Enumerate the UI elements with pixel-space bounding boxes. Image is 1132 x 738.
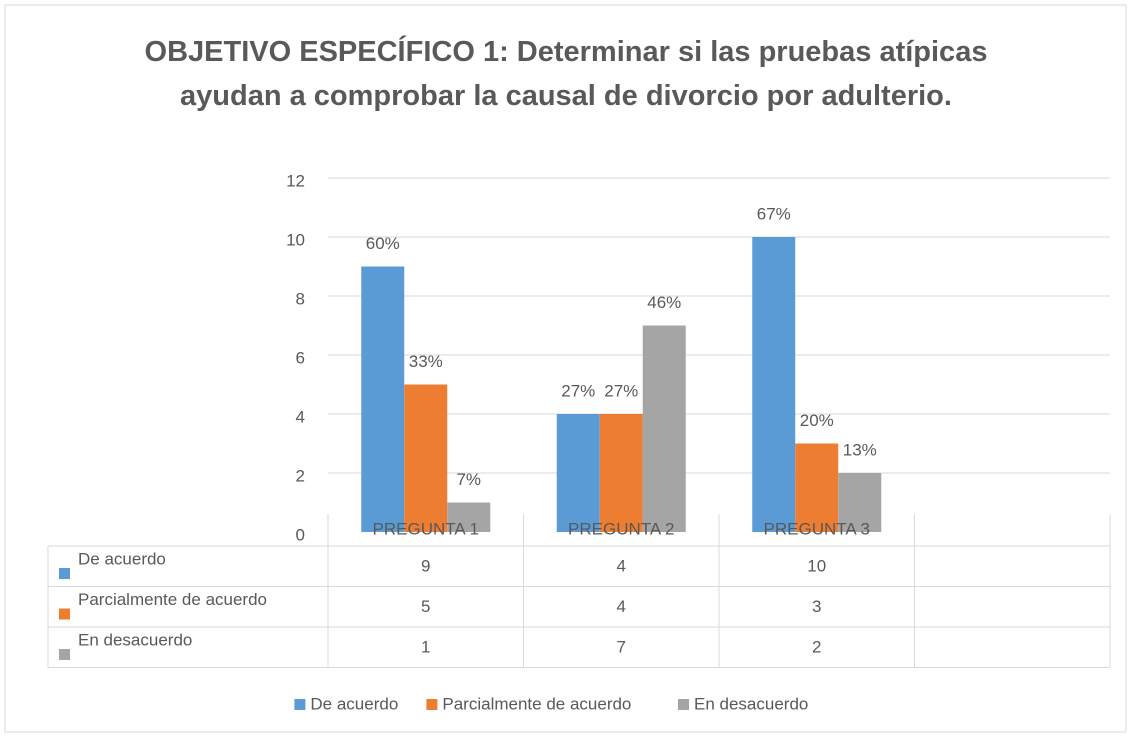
data-label: 67%	[757, 204, 791, 223]
data-label: 7%	[456, 470, 481, 489]
x-tick-label: PREGUNTA 2	[568, 519, 674, 538]
x-tick-label: PREGUNTA 3	[764, 519, 870, 538]
y-tick-label: 2	[296, 466, 305, 485]
data-label: 46%	[647, 293, 681, 312]
table-row-header: Parcialmente de acuerdo	[78, 590, 267, 609]
data-label: 27%	[561, 381, 595, 400]
table-legend-key	[59, 649, 70, 660]
y-tick-label: 6	[296, 348, 305, 367]
bar	[752, 237, 796, 532]
table-legend-key	[59, 608, 70, 620]
table-cell: 9	[421, 556, 430, 575]
table-cell: 1	[421, 637, 430, 656]
table-cell: 7	[617, 637, 626, 656]
table-cell: 3	[812, 597, 821, 616]
table-legend-key	[59, 568, 70, 579]
data-label: 33%	[409, 352, 443, 371]
table-cell: 5	[421, 597, 430, 616]
legend-label: De acuerdo	[310, 694, 398, 713]
x-tick-label: PREGUNTA 1	[373, 519, 479, 538]
y-tick-label: 12	[286, 171, 305, 190]
bar	[556, 414, 600, 532]
legend-label: Parcialmente de acuerdo	[442, 694, 631, 713]
table-row-header: De acuerdo	[78, 549, 166, 568]
bar	[404, 384, 448, 532]
bar	[795, 443, 839, 532]
legend-key	[426, 699, 438, 710]
bar	[642, 325, 686, 532]
table-cell: 4	[617, 556, 626, 575]
data-label: 20%	[800, 411, 834, 430]
table-cell: 10	[807, 556, 826, 575]
y-tick-label: 8	[296, 289, 305, 308]
legend-key	[678, 699, 689, 710]
data-label: 27%	[604, 381, 638, 400]
y-tick-label: 4	[296, 407, 305, 426]
bar	[361, 266, 405, 532]
table-cell: 2	[812, 637, 821, 656]
bar	[599, 414, 643, 532]
legend-label: En desacuerdo	[694, 694, 808, 713]
chart-border	[4, 4, 1127, 733]
table-cell: 4	[617, 597, 626, 616]
bar	[447, 502, 491, 532]
data-label: 13%	[843, 440, 877, 459]
table-row-header: En desacuerdo	[78, 630, 192, 649]
data-label: 60%	[366, 234, 400, 253]
y-tick-label: 0	[296, 525, 305, 544]
y-tick-label: 10	[286, 230, 305, 249]
chart-title: OBJETIVO ESPECÍFICO 1: Determinar si las…	[144, 36, 988, 112]
legend-key	[294, 699, 306, 710]
bar	[838, 473, 882, 532]
